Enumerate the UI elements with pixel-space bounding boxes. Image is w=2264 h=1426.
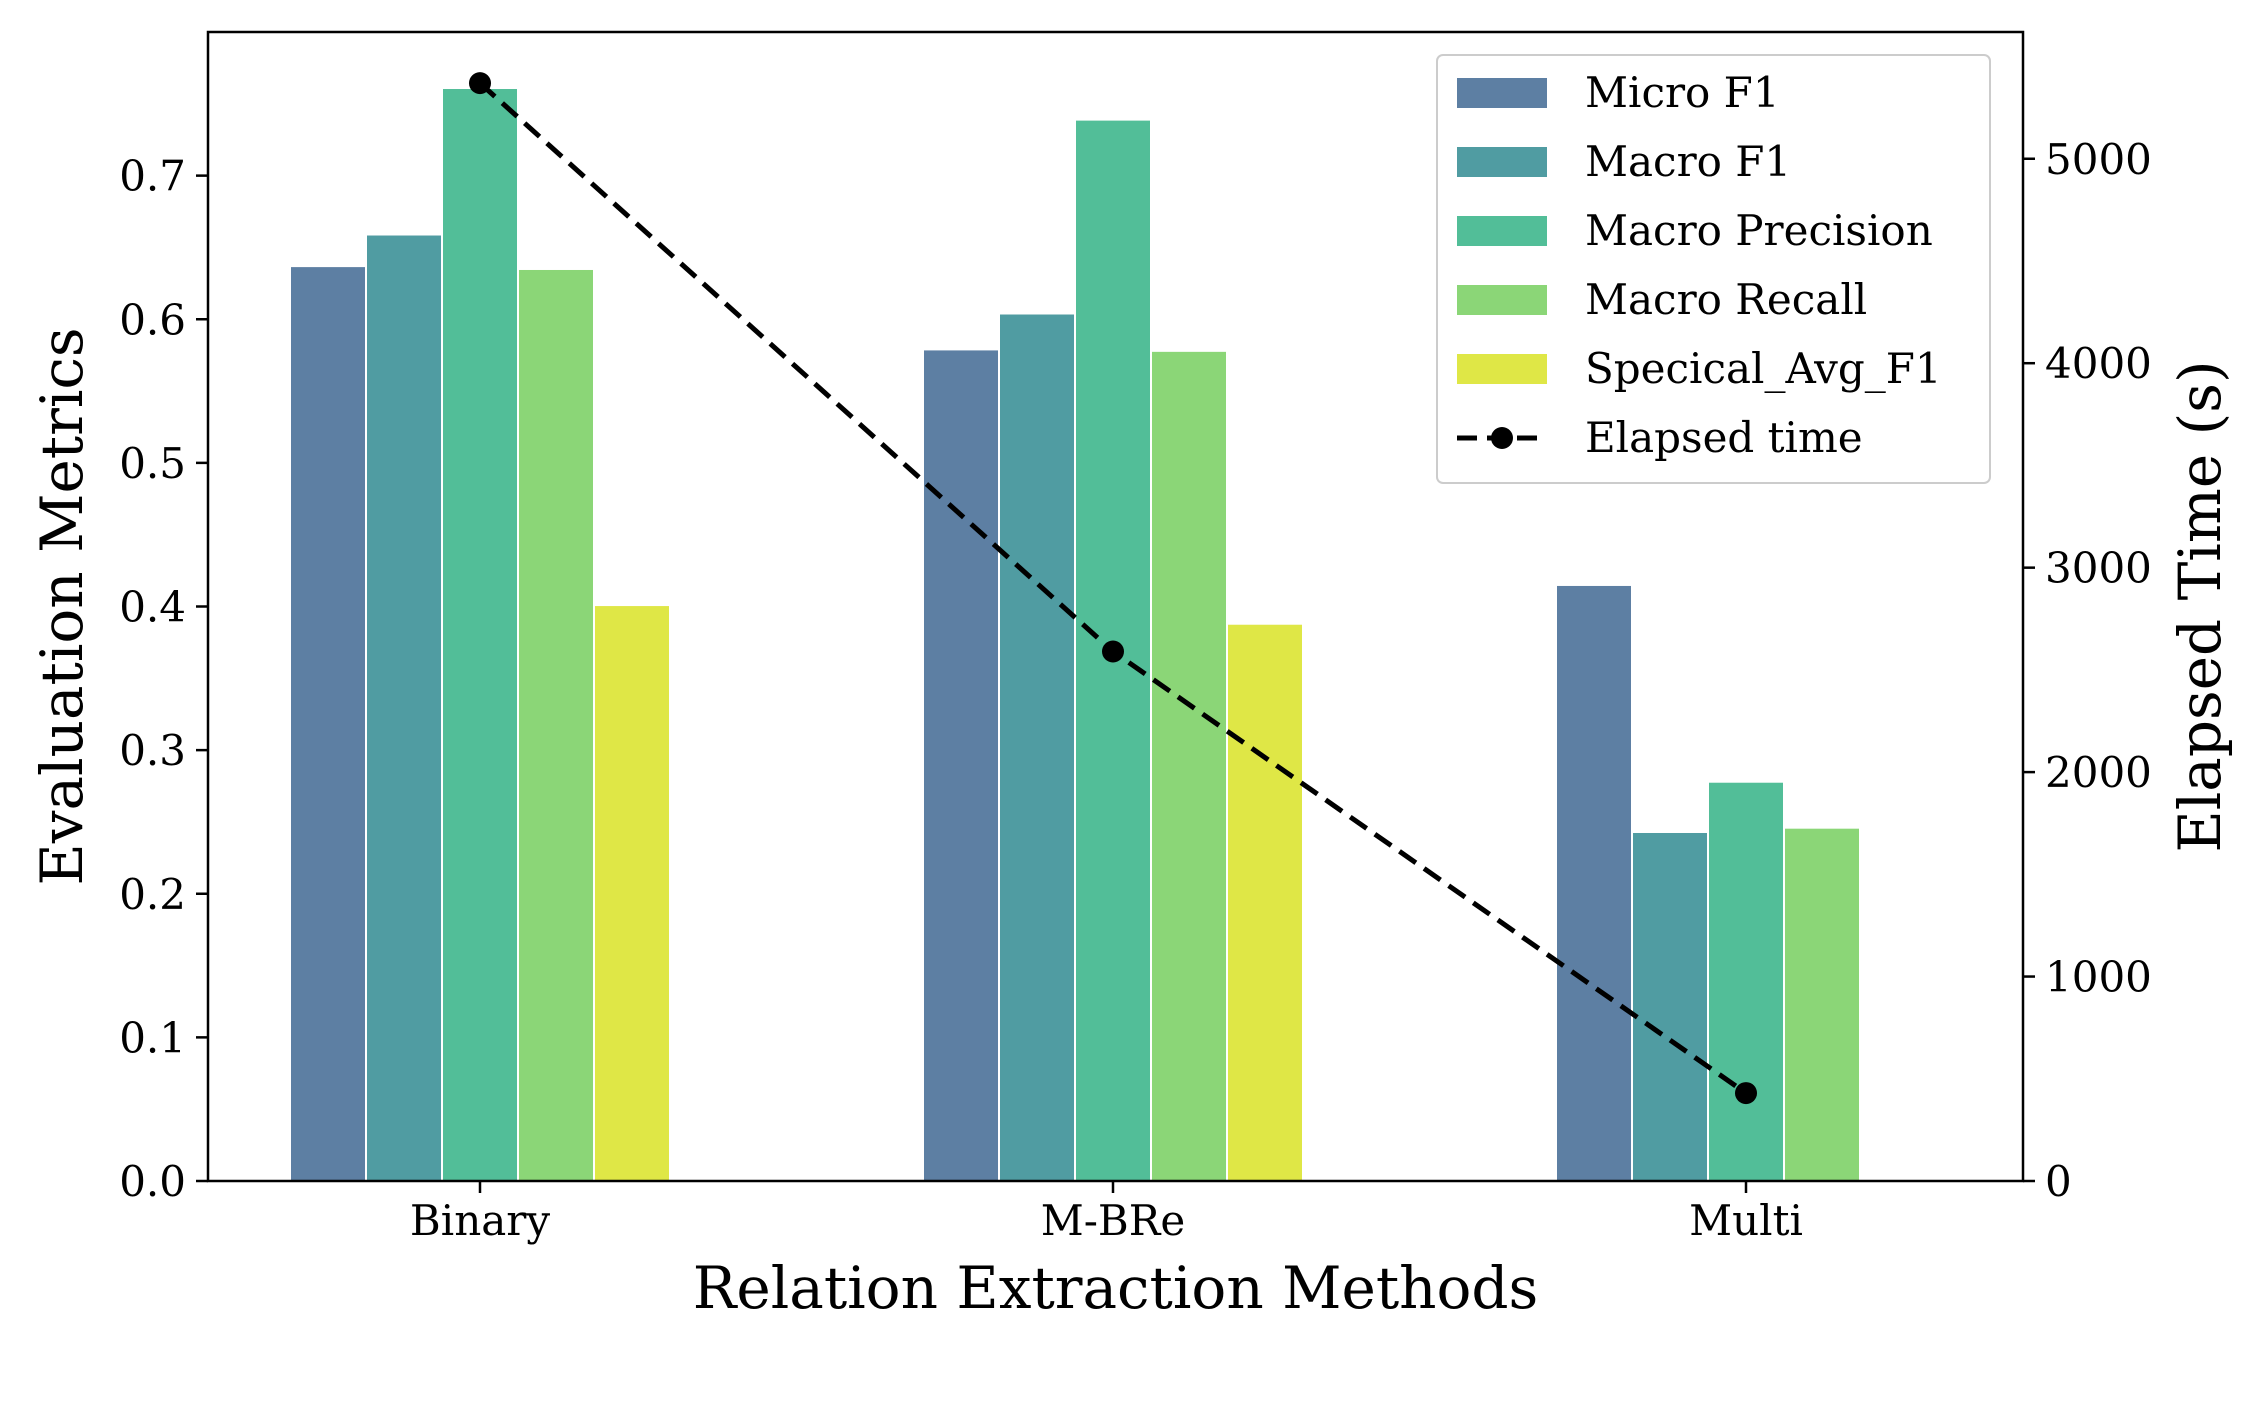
x-tick-label-binary: Binary [410, 1196, 550, 1245]
legend-label-micro-f1: Micro F1 [1585, 68, 1780, 117]
legend-swatch-specical-avg-f1 [1457, 354, 1547, 384]
bar-micro-f1-m-bre [922, 348, 1000, 1182]
y2-tick-label-2: 2000 [2045, 748, 2152, 797]
y-tick-label-2: 0.2 [119, 870, 186, 919]
y-tick-label-4: 0.4 [119, 583, 186, 632]
bar-macro-f1-multi [1631, 830, 1709, 1183]
elapsed-time-point-multi [1735, 1082, 1757, 1105]
y-tick-label-6: 0.6 [119, 295, 186, 344]
bar-macro-recall-multi [1783, 826, 1861, 1182]
y-tick-label-7: 0.7 [119, 152, 186, 201]
legend-swatch-micro-f1 [1457, 78, 1547, 108]
y-tick-label-1: 0.1 [119, 1013, 186, 1062]
y-tick-label-5: 0.5 [119, 439, 186, 488]
bar-specical-avg-f1-binary [593, 604, 671, 1182]
y2-axis-title: Elapsed Time (s) [2166, 360, 2234, 852]
x-axis-title: Relation Extraction Methods [693, 1254, 1539, 1322]
elapsed-time-line-group [469, 72, 1757, 1105]
legend: Micro F1 Macro F1 Macro Precision Macro Rec… [1436, 54, 1991, 484]
legend-label-macro-f1: Macro F1 [1585, 137, 1791, 186]
y-tick-label-3: 0.3 [119, 726, 186, 775]
legend-swatch-macro-f1 [1457, 147, 1547, 177]
legend-label-macro-precision: Macro Precision [1585, 206, 1933, 255]
legend-swatch-macro-recall [1457, 285, 1547, 315]
axes-group: 0.0 0.1 0.2 0.3 0.4 0.5 0.6 0.7 0 1000 2000 3000 400… [28, 30, 2234, 1322]
x-tick-label-multi: Multi [1689, 1196, 1803, 1245]
bar-micro-f1-multi [1555, 583, 1633, 1182]
legend-swatch-macro-precision [1457, 216, 1547, 246]
elapsed-time-point-m-bre [1102, 640, 1124, 663]
legend-marker-elapsed-time [1491, 427, 1513, 449]
y-tick-label-0: 0.0 [119, 1157, 186, 1206]
y2-tick-label-5: 5000 [2045, 135, 2152, 184]
bar-micro-f1-binary [289, 265, 367, 1182]
bar-macro-precision-binary [441, 87, 519, 1182]
legend-label-specical-avg-f1: Specical_Avg_F1 [1585, 344, 1942, 393]
bar-macro-f1-binary [365, 233, 443, 1183]
bar-macro-precision-multi [1707, 780, 1785, 1182]
y-axis-title: Evaluation Metrics [28, 327, 96, 885]
bar-specical-avg-f1-m-bre [1226, 622, 1304, 1182]
y2-tick-label-1: 1000 [2045, 953, 2152, 1002]
bar-macro-recall-binary [517, 267, 595, 1182]
bar-macro-precision-m-bre [1074, 118, 1152, 1183]
elapsed-time-point-binary [469, 72, 491, 95]
y2-tick-label-3: 3000 [2045, 544, 2152, 593]
x-tick-label-m-bre: M-BRe [1041, 1196, 1186, 1245]
y2-tick-label-0: 0 [2045, 1157, 2072, 1206]
bars-group [289, 87, 1861, 1183]
legend-label-elapsed-time: Elapsed time [1585, 413, 1863, 462]
bar-macro-recall-m-bre [1150, 349, 1228, 1183]
y2-tick-label-4: 4000 [2045, 339, 2152, 388]
legend-box [1436, 54, 1991, 484]
bar-macro-f1-m-bre [998, 312, 1076, 1182]
legend-label-macro-recall: Macro Recall [1585, 275, 1867, 324]
